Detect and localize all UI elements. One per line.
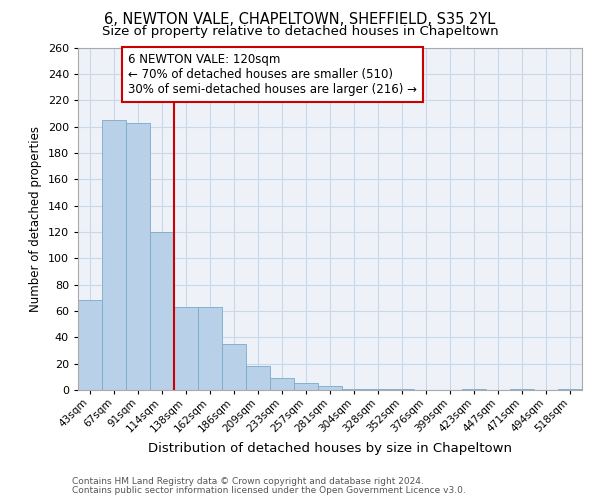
- Bar: [270, 378, 294, 390]
- Bar: [390, 388, 414, 390]
- Bar: [558, 388, 582, 390]
- Bar: [342, 388, 366, 390]
- Bar: [78, 300, 102, 390]
- Bar: [366, 388, 390, 390]
- Text: 6, NEWTON VALE, CHAPELTOWN, SHEFFIELD, S35 2YL: 6, NEWTON VALE, CHAPELTOWN, SHEFFIELD, S…: [104, 12, 496, 28]
- Bar: [246, 366, 270, 390]
- Text: Contains public sector information licensed under the Open Government Licence v3: Contains public sector information licen…: [72, 486, 466, 495]
- Text: 6 NEWTON VALE: 120sqm
← 70% of detached houses are smaller (510)
30% of semi-det: 6 NEWTON VALE: 120sqm ← 70% of detached …: [128, 53, 418, 96]
- Bar: [462, 388, 486, 390]
- Y-axis label: Number of detached properties: Number of detached properties: [29, 126, 42, 312]
- Bar: [102, 120, 126, 390]
- Bar: [510, 388, 534, 390]
- Bar: [150, 232, 174, 390]
- Text: Size of property relative to detached houses in Chapeltown: Size of property relative to detached ho…: [101, 25, 499, 38]
- Bar: [198, 307, 222, 390]
- Bar: [174, 307, 198, 390]
- Bar: [294, 384, 318, 390]
- Bar: [126, 122, 150, 390]
- Bar: [318, 386, 342, 390]
- X-axis label: Distribution of detached houses by size in Chapeltown: Distribution of detached houses by size …: [148, 442, 512, 455]
- Bar: [222, 344, 246, 390]
- Text: Contains HM Land Registry data © Crown copyright and database right 2024.: Contains HM Land Registry data © Crown c…: [72, 477, 424, 486]
